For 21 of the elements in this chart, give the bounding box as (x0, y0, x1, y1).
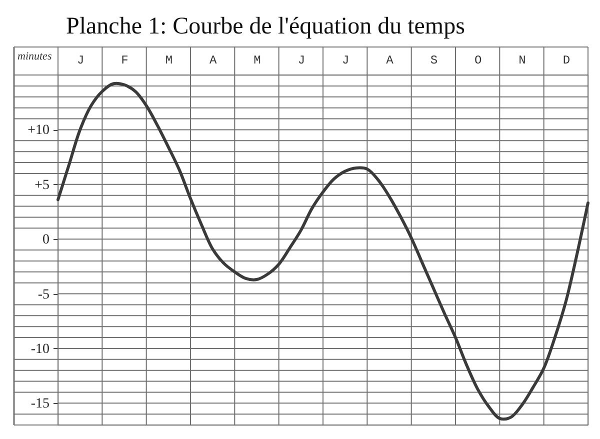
x-tick-label: S (430, 54, 438, 68)
y-tick-label: +5 (34, 178, 50, 193)
x-tick-label: J (342, 54, 350, 68)
y-tick-label: -10 (30, 342, 50, 357)
y-tick-label: +10 (28, 123, 50, 138)
x-tick-label: J (298, 54, 306, 68)
x-tick-label: J (76, 54, 84, 68)
x-tick-label: A (209, 54, 218, 68)
y-axis-title: minutes (18, 50, 52, 62)
chart-title: Planche 1: Courbe de l'équation du temps (66, 13, 465, 40)
x-tick-label: M (254, 54, 261, 68)
line-series (56, 82, 590, 421)
x-tick-label: A (386, 54, 394, 68)
y-tick-label: 0 (42, 232, 50, 248)
x-tick-label: D (562, 54, 570, 68)
x-tick-label: F (121, 54, 128, 68)
x-tick-label: N (518, 54, 526, 68)
y-tick-label: -15 (30, 396, 50, 412)
y-tick-label: -5 (38, 287, 50, 302)
x-tick-label: O (474, 54, 482, 68)
x-tick-label: M (165, 54, 173, 68)
